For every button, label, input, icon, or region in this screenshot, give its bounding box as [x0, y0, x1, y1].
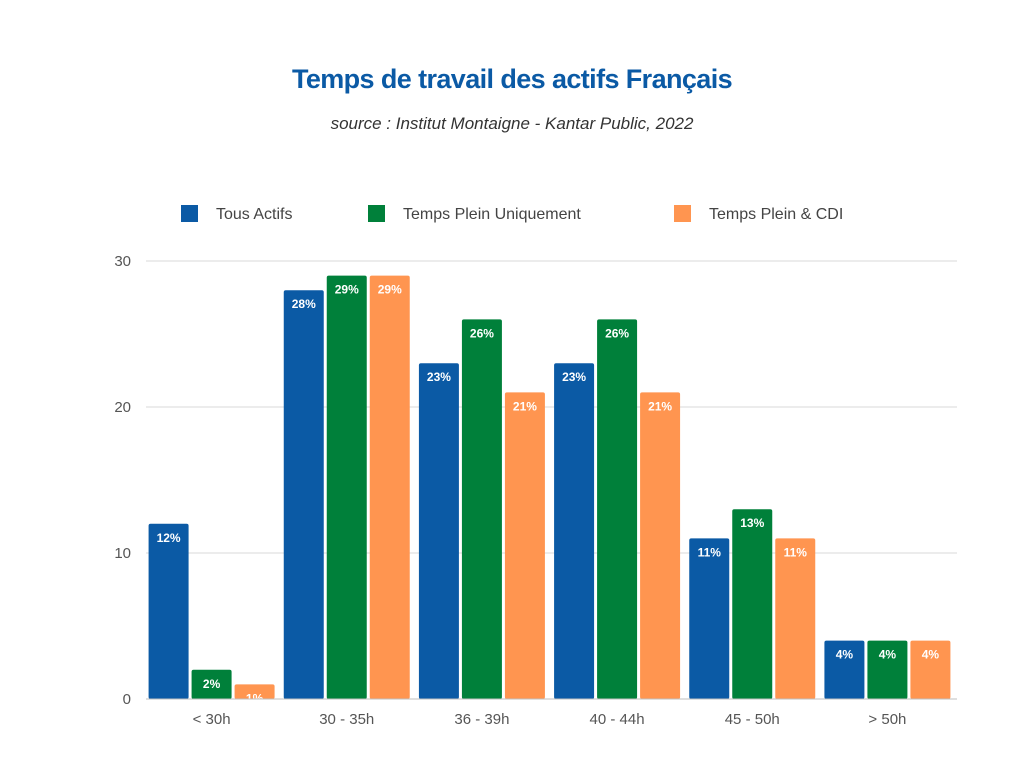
bar [461, 319, 502, 699]
data-label: 11% [698, 545, 722, 559]
x-tick-label: < 30h [193, 711, 231, 728]
data-label: 23% [562, 370, 586, 384]
bar [597, 319, 638, 699]
y-tick-label: 30 [114, 253, 131, 270]
legend-swatch [368, 205, 385, 222]
x-tick-label: 30 - 35h [319, 711, 374, 728]
data-label: 28% [292, 297, 316, 311]
bar [504, 392, 545, 699]
legend-swatch [181, 205, 198, 222]
data-label: 29% [335, 283, 359, 297]
data-label: 4% [879, 648, 897, 662]
y-tick-label: 0 [123, 691, 131, 708]
bar [689, 538, 730, 699]
bar [283, 290, 324, 699]
data-label: 13% [740, 516, 764, 530]
x-tick-label: 45 - 50h [725, 711, 780, 728]
data-label: 21% [648, 399, 672, 413]
bar [418, 363, 459, 699]
bar [775, 538, 816, 699]
chart-subtitle: source : Institut Montaigne - Kantar Pub… [330, 114, 694, 133]
bar [148, 523, 189, 699]
bar [867, 640, 908, 699]
chart-title: Temps de travail des actifs Français [291, 64, 733, 94]
bar [554, 363, 595, 699]
x-tick-label: 40 - 44h [590, 711, 645, 728]
data-label: 2% [203, 677, 221, 691]
bar [910, 640, 951, 699]
data-label: 11% [784, 545, 808, 559]
data-label: 21% [513, 399, 537, 413]
data-label: 26% [470, 326, 494, 340]
bar [824, 640, 865, 699]
legend-label: Temps Plein & CDI [709, 206, 843, 223]
data-label: 23% [427, 370, 451, 384]
legend-swatch [674, 205, 691, 222]
legend-label: Temps Plein Uniquement [403, 206, 581, 223]
x-tick-label: 36 - 39h [454, 711, 509, 728]
x-tick-label: > 50h [868, 711, 906, 728]
bar [640, 392, 681, 699]
bar [732, 509, 773, 699]
bar [234, 684, 275, 699]
bar [369, 275, 410, 699]
y-tick-label: 20 [114, 399, 131, 416]
data-label: 4% [922, 648, 940, 662]
bar [191, 669, 232, 699]
bar [326, 275, 367, 699]
data-label: 12% [157, 531, 181, 545]
data-label: 1% [246, 691, 264, 705]
legend-label: Tous Actifs [216, 206, 292, 223]
data-label: 29% [378, 283, 402, 297]
y-tick-label: 10 [114, 545, 131, 562]
data-label: 4% [836, 648, 854, 662]
data-label: 26% [605, 326, 629, 340]
